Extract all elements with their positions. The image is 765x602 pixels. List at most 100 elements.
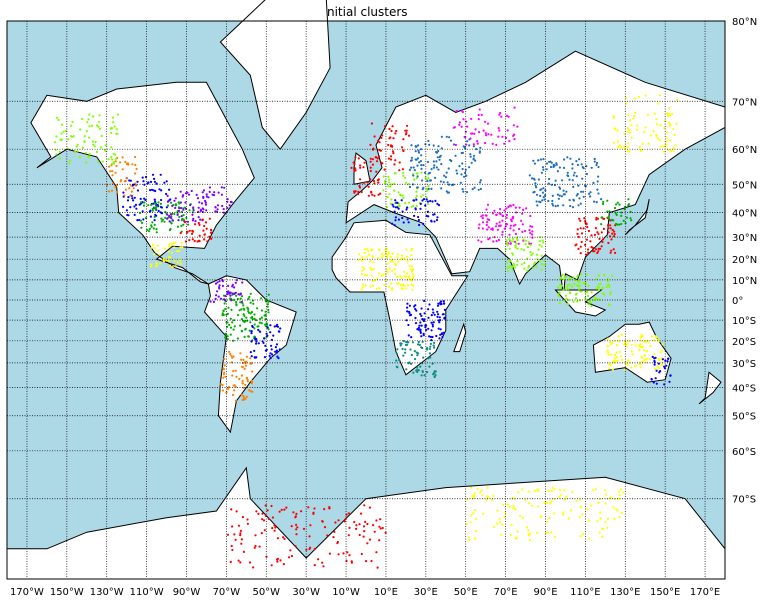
cluster-point	[669, 149, 673, 153]
cluster-point	[232, 298, 235, 301]
cluster-point	[510, 218, 513, 221]
cluster-point	[179, 231, 182, 235]
cluster-point	[369, 178, 372, 181]
cluster-point	[529, 243, 532, 246]
cluster-point	[673, 133, 676, 136]
cluster-point	[560, 493, 563, 496]
cluster-point	[495, 222, 498, 225]
cluster-point	[238, 309, 241, 312]
cluster-point	[505, 239, 508, 242]
cluster-point	[247, 297, 250, 300]
cluster-point	[474, 159, 477, 162]
cluster-point	[362, 166, 365, 169]
cluster-point	[557, 286, 560, 289]
cluster-point	[567, 517, 570, 520]
cluster-point	[470, 486, 473, 489]
cluster-point	[358, 184, 361, 188]
cluster-point	[394, 216, 397, 219]
cluster-point	[158, 188, 161, 191]
cluster-point	[190, 232, 194, 235]
cluster-point	[405, 208, 408, 211]
cluster-point	[496, 228, 499, 231]
cluster-point	[598, 289, 601, 292]
cluster-point	[254, 534, 257, 537]
cluster-point	[578, 288, 581, 291]
cluster-point	[379, 192, 382, 195]
cluster-point	[660, 364, 663, 367]
cluster-point	[366, 248, 369, 251]
cluster-point	[160, 189, 163, 192]
cluster-point	[237, 559, 240, 562]
cluster-point	[383, 168, 386, 171]
cluster-point	[442, 313, 445, 316]
cluster-point	[203, 238, 206, 241]
cluster-point	[609, 224, 612, 227]
cluster-point	[607, 303, 611, 306]
cluster-point	[187, 223, 190, 226]
cluster-point	[395, 129, 398, 133]
cluster-point	[250, 330, 253, 333]
cluster-point	[504, 136, 508, 139]
cluster-point	[476, 140, 479, 143]
cluster-point	[672, 149, 676, 152]
cluster-point	[253, 323, 256, 326]
cluster-point	[92, 115, 95, 118]
cluster-point	[240, 365, 244, 368]
cluster-point	[83, 140, 86, 143]
cluster-point	[571, 179, 574, 182]
cluster-point	[420, 374, 423, 377]
cluster-point	[605, 286, 608, 289]
cluster-point	[250, 332, 253, 335]
longitude-label: 90°E	[533, 587, 557, 598]
cluster-point	[372, 179, 376, 183]
cluster-point	[514, 223, 517, 226]
cluster-point	[463, 175, 466, 178]
cluster-point	[479, 187, 482, 190]
cluster-point	[257, 512, 260, 516]
cluster-point	[246, 306, 249, 309]
cluster-point	[173, 246, 176, 249]
cluster-point	[149, 189, 152, 192]
cluster-23	[528, 156, 603, 209]
cluster-point	[276, 537, 279, 540]
cluster-point	[415, 194, 418, 197]
cluster-point	[613, 206, 617, 210]
cluster-point	[604, 493, 608, 496]
cluster-point	[539, 194, 542, 197]
cluster-point	[467, 536, 470, 539]
cluster-point	[371, 148, 375, 151]
cluster-point	[430, 329, 433, 332]
cluster-point	[533, 261, 536, 264]
cluster-point	[606, 199, 609, 202]
cluster-point	[88, 136, 91, 139]
cluster-point	[563, 498, 566, 501]
cluster-point	[662, 145, 665, 148]
cluster-point	[397, 260, 400, 263]
cluster-point	[630, 366, 633, 369]
cluster-point	[580, 190, 583, 193]
cluster-point	[389, 202, 392, 205]
cluster-point	[416, 343, 420, 346]
cluster-point	[132, 187, 135, 190]
cluster-point	[249, 321, 252, 324]
cluster-point	[395, 201, 398, 204]
cluster-point	[242, 361, 245, 365]
cluster-point	[219, 297, 223, 300]
cluster-28	[650, 355, 672, 386]
cluster-point	[540, 171, 544, 174]
cluster-point	[256, 307, 259, 310]
cluster-point	[620, 214, 623, 217]
cluster-point	[514, 508, 517, 511]
cluster-point	[244, 319, 247, 323]
cluster-point	[541, 263, 544, 266]
cluster-point	[647, 142, 650, 145]
cluster-point	[245, 355, 248, 358]
cluster-point	[594, 248, 598, 251]
cluster-point	[219, 383, 222, 386]
cluster-point	[512, 262, 515, 265]
cluster-point	[240, 318, 243, 321]
cluster-point	[153, 180, 156, 183]
cluster-point	[607, 241, 610, 245]
cluster-point	[466, 125, 469, 128]
cluster-point	[107, 190, 111, 193]
